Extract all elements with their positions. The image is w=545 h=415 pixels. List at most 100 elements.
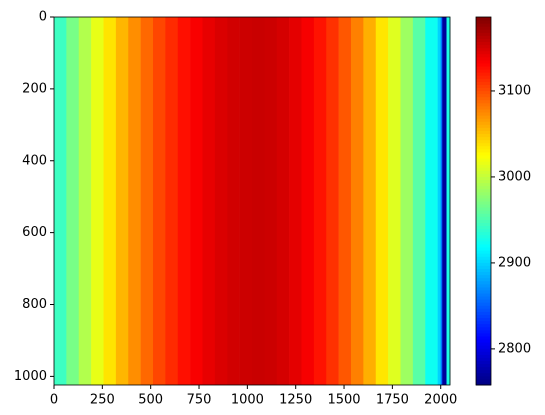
colorbar-step (476, 222, 491, 227)
heat-strip (326, 17, 339, 385)
colorbar-tick-label: 2900 (498, 255, 531, 270)
colorbar-step (476, 167, 491, 171)
colorbar-step (476, 38, 491, 43)
colorbar-step (476, 357, 491, 361)
colorbar-step (476, 326, 491, 331)
colorbar-step (476, 99, 491, 104)
colorbar-step (476, 268, 491, 273)
colorbar-step (476, 323, 491, 328)
colorbar-step (476, 207, 491, 211)
colorbar-step (476, 283, 491, 288)
heat-strip (400, 17, 414, 385)
heat-strip (388, 17, 401, 385)
x-tick-label: 1000 (231, 393, 264, 408)
colorbar-step (476, 213, 491, 217)
y-tick-label: 600 (22, 225, 47, 240)
heat-strip (276, 17, 290, 385)
colorbar-step (476, 191, 491, 196)
colorbar-step (476, 155, 491, 159)
colorbar-step (476, 136, 491, 141)
colorbar-step (476, 105, 491, 110)
colorbar-tick-label: 2800 (498, 341, 531, 356)
heat-strip (425, 17, 438, 385)
heat-strip (103, 17, 117, 385)
x-tick-label: 1750 (376, 393, 409, 408)
x-tick-label: 250 (90, 393, 115, 408)
heat-strip (54, 17, 67, 385)
colorbar-frame (475, 16, 492, 386)
colorbar-step (476, 360, 491, 365)
colorbar-step (476, 320, 491, 325)
colorbar-step (476, 194, 491, 199)
colorbar-step (476, 56, 491, 61)
colorbar-step (476, 93, 491, 98)
heat-strip (239, 17, 253, 385)
colorbar-step (476, 342, 491, 346)
colorbar-tick-label: 3100 (498, 83, 531, 98)
colorbar-step (476, 234, 491, 239)
colorbar-step (476, 66, 491, 70)
colorbar-step (476, 44, 491, 49)
y-tick-label: 200 (22, 81, 47, 96)
colorbar-step (476, 158, 491, 162)
colorbar-step (476, 32, 491, 36)
colorbar-step (476, 50, 491, 55)
colorbar-step (476, 228, 491, 233)
colorbar-step (476, 265, 491, 269)
colorbar-step (476, 90, 491, 95)
heat-strip (227, 17, 240, 385)
colorbar-step (476, 115, 491, 119)
colorbar-step (476, 121, 491, 125)
colorbar-step (476, 185, 491, 190)
colorbar-step (476, 314, 491, 319)
colorbar-step (476, 277, 491, 282)
colorbar-step (476, 204, 491, 208)
colorbar-step (476, 378, 491, 383)
colorbar-step (476, 274, 491, 279)
plot-frame (53, 16, 451, 386)
colorbar-step (476, 197, 491, 202)
heat-strip (190, 17, 203, 385)
colorbar-step (476, 124, 491, 128)
heat-strip (252, 17, 265, 385)
heat-strip (91, 17, 104, 385)
colorbar-step (476, 219, 491, 223)
x-tick-label: 500 (138, 393, 163, 408)
colorbar-step (476, 81, 491, 85)
colorbar-step (476, 363, 491, 368)
colorbar-step (476, 210, 491, 214)
colorbar-step (476, 84, 491, 89)
colorbar-step (476, 179, 491, 184)
heat-strip (66, 17, 80, 385)
x-tick-label: 2000 (424, 393, 457, 408)
heat-strip (351, 17, 364, 385)
colorbar-step (476, 296, 491, 300)
colorbar-step (476, 118, 491, 122)
colorbar-step (476, 109, 491, 113)
heat-strip (338, 17, 352, 385)
heat-strip (375, 17, 389, 385)
heat-strip (363, 17, 377, 385)
heat-strip (440, 17, 443, 385)
colorbar-step (476, 17, 491, 21)
colorbar-step (476, 23, 491, 27)
colorbar-step (476, 332, 491, 337)
colorbar-step (476, 170, 491, 174)
y-tick-label: 400 (22, 153, 47, 168)
colorbar-step (476, 366, 491, 371)
colorbar-step (476, 225, 491, 230)
colorbar-step (476, 63, 491, 67)
colorbar-step (476, 308, 491, 312)
colorbar-step (476, 201, 491, 205)
colorbar-step (476, 369, 491, 374)
colorbar-step (476, 102, 491, 107)
colorbar-step (476, 345, 491, 349)
colorbar-step (476, 280, 491, 285)
colorbar-step (476, 142, 491, 147)
colorbar-step (476, 75, 491, 79)
colorbar-step (476, 354, 491, 358)
colorbar-step (476, 259, 491, 263)
colorbar-step (476, 53, 491, 58)
colorbar-step (476, 133, 491, 138)
